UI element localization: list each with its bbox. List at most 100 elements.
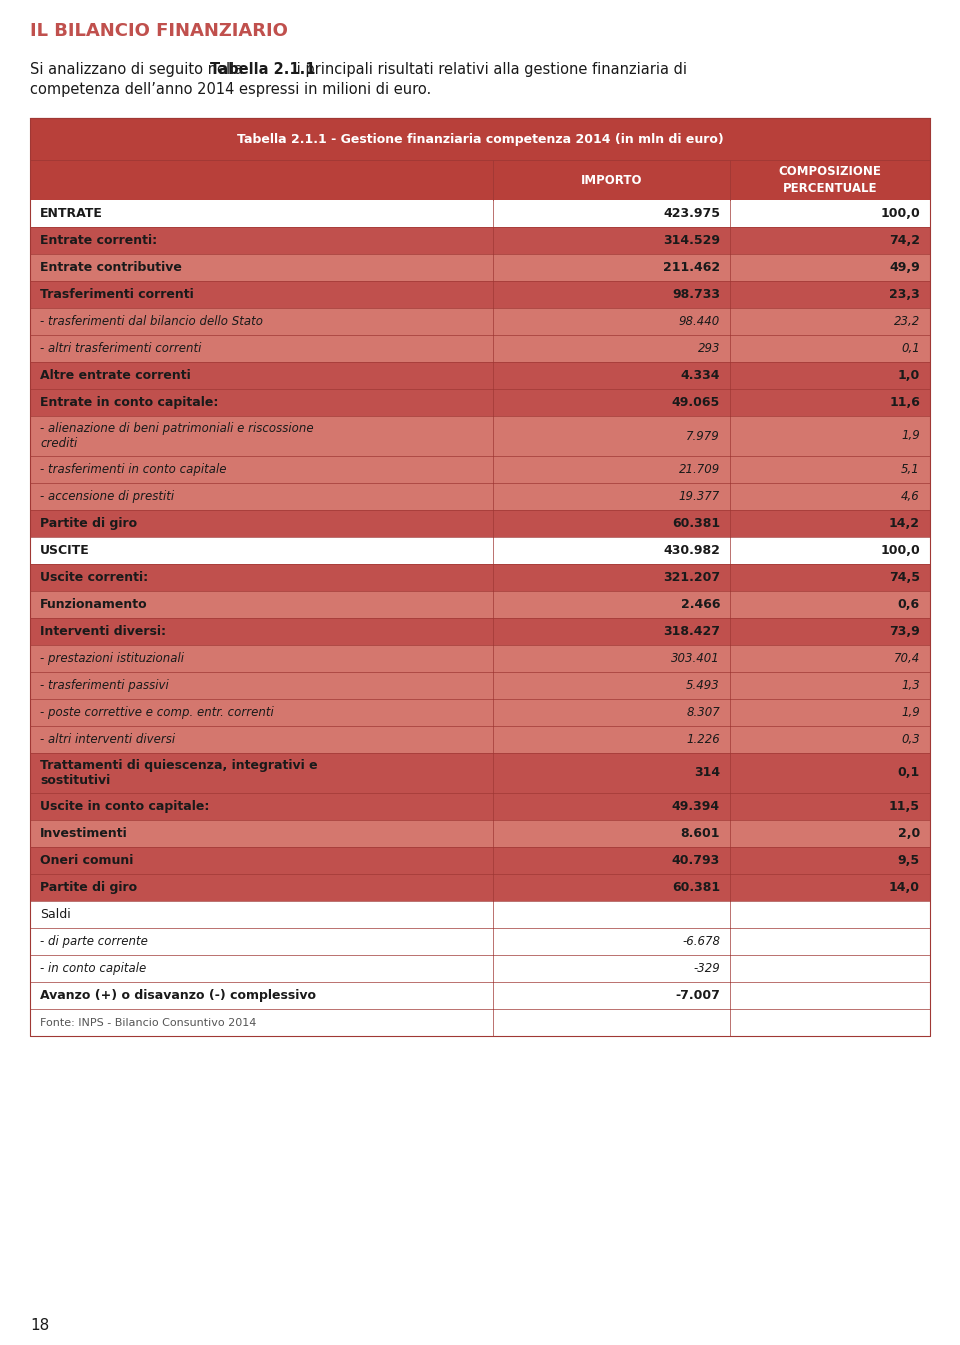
Text: 314: 314	[694, 767, 720, 780]
Text: COMPOSIZIONE
PERCENTUALE: COMPOSIZIONE PERCENTUALE	[779, 165, 881, 195]
Text: 1,0: 1,0	[898, 369, 920, 382]
Bar	[30, 564, 930, 590]
Text: 303.401: 303.401	[671, 652, 720, 664]
Text: -6.678: -6.678	[682, 935, 720, 948]
Text: 49.065: 49.065	[672, 395, 720, 409]
Text: 1,3: 1,3	[901, 679, 920, 691]
Text: 2.466: 2.466	[681, 599, 720, 611]
Text: -329: -329	[693, 962, 720, 975]
Text: IMPORTO: IMPORTO	[581, 174, 642, 187]
Bar	[30, 389, 930, 416]
Bar	[30, 726, 930, 753]
Bar	[30, 254, 930, 281]
Text: - trasferimenti dal bilancio dello Stato: - trasferimenti dal bilancio dello Stato	[40, 315, 263, 328]
Text: 5.493: 5.493	[686, 679, 720, 691]
Text: - accensione di prestiti: - accensione di prestiti	[40, 490, 174, 503]
Text: - prestazioni istituzionali: - prestazioni istituzionali	[40, 652, 184, 664]
Text: 293: 293	[698, 342, 720, 355]
Text: - di parte corrente: - di parte corrente	[40, 935, 148, 948]
Text: 23,2: 23,2	[894, 315, 920, 328]
Text: 318.427: 318.427	[663, 625, 720, 638]
Text: 18: 18	[30, 1318, 49, 1333]
Text: Entrate contributive: Entrate contributive	[40, 261, 181, 274]
Text: 0,6: 0,6	[898, 599, 920, 611]
Bar	[30, 510, 930, 537]
Text: Trasferimenti correnti: Trasferimenti correnti	[40, 288, 194, 301]
Text: 14,2: 14,2	[889, 516, 920, 530]
Text: 73,9: 73,9	[889, 625, 920, 638]
Bar	[30, 590, 930, 617]
Text: 0,3: 0,3	[901, 733, 920, 746]
Text: 11,5: 11,5	[889, 800, 920, 812]
Text: Saldi: Saldi	[40, 908, 71, 921]
Bar	[30, 537, 930, 564]
Text: 60.381: 60.381	[672, 516, 720, 530]
Text: 100,0: 100,0	[880, 207, 920, 221]
Text: - poste correttive e comp. entr. correnti: - poste correttive e comp. entr. corrent…	[40, 706, 274, 720]
Text: IL BILANCIO FINANZIARIO: IL BILANCIO FINANZIARIO	[30, 22, 288, 40]
Bar	[30, 160, 930, 200]
Bar	[30, 847, 930, 874]
Bar	[30, 308, 930, 335]
Text: 1,9: 1,9	[901, 429, 920, 443]
Bar	[30, 753, 930, 794]
Bar	[30, 672, 930, 699]
Text: 98.733: 98.733	[672, 288, 720, 301]
Bar	[30, 1009, 930, 1036]
Bar	[30, 955, 930, 982]
Text: - trasferimenti in conto capitale: - trasferimenti in conto capitale	[40, 463, 227, 476]
Text: 49.394: 49.394	[672, 800, 720, 812]
Text: 321.207: 321.207	[662, 572, 720, 584]
Text: 74,2: 74,2	[889, 234, 920, 247]
Bar	[30, 456, 930, 483]
Bar	[30, 281, 930, 308]
Text: 4,6: 4,6	[901, 490, 920, 503]
Bar	[30, 617, 930, 646]
Bar	[30, 416, 930, 456]
Text: 98.440: 98.440	[679, 315, 720, 328]
Text: 9,5: 9,5	[898, 854, 920, 868]
Text: 0,1: 0,1	[898, 767, 920, 780]
Text: Altre entrate correnti: Altre entrate correnti	[40, 369, 191, 382]
Text: 430.982: 430.982	[663, 543, 720, 557]
Bar	[30, 820, 930, 847]
Text: Trattamenti di quiescenza, integrativi e
sostitutivi: Trattamenti di quiescenza, integrativi e…	[40, 759, 318, 787]
Text: 7.979: 7.979	[686, 429, 720, 443]
Text: 100,0: 100,0	[880, 543, 920, 557]
Text: Investimenti: Investimenti	[40, 827, 128, 841]
Bar	[30, 982, 930, 1009]
Text: Uscite in conto capitale:: Uscite in conto capitale:	[40, 800, 209, 812]
Text: 8.601: 8.601	[681, 827, 720, 841]
Text: 23,3: 23,3	[889, 288, 920, 301]
Bar	[30, 901, 930, 928]
Text: Avanzo (+) o disavanzo (-) complessivo: Avanzo (+) o disavanzo (-) complessivo	[40, 989, 316, 1002]
Bar	[30, 118, 930, 160]
Text: i principali risultati relativi alla gestione finanziaria di: i principali risultati relativi alla ges…	[292, 62, 687, 77]
Bar	[30, 794, 930, 820]
Text: Oneri comuni: Oneri comuni	[40, 854, 133, 868]
Text: USCITE: USCITE	[40, 543, 89, 557]
Bar	[30, 335, 930, 362]
Text: ENTRATE: ENTRATE	[40, 207, 103, 221]
Text: Tabella 2.1.1 - Gestione finanziaria competenza 2014 (in mln di euro): Tabella 2.1.1 - Gestione finanziaria com…	[236, 133, 724, 145]
Text: - alienazione di beni patrimoniali e riscossione
crediti: - alienazione di beni patrimoniali e ris…	[40, 422, 314, 451]
Bar	[30, 200, 930, 227]
Bar	[30, 699, 930, 726]
Text: 2,0: 2,0	[898, 827, 920, 841]
Bar	[30, 362, 930, 389]
Text: Uscite correnti:: Uscite correnti:	[40, 572, 148, 584]
Text: Entrate correnti:: Entrate correnti:	[40, 234, 157, 247]
Text: 70,4: 70,4	[894, 652, 920, 664]
Text: Interventi diversi:: Interventi diversi:	[40, 625, 166, 638]
Text: Tabella 2.1.1: Tabella 2.1.1	[210, 62, 316, 77]
Text: - in conto capitale: - in conto capitale	[40, 962, 146, 975]
Text: 49,9: 49,9	[889, 261, 920, 274]
Text: 1.226: 1.226	[686, 733, 720, 746]
Bar	[30, 874, 930, 901]
Text: -7.007: -7.007	[675, 989, 720, 1002]
Bar	[30, 483, 930, 510]
Text: - altri interventi diversi: - altri interventi diversi	[40, 733, 175, 746]
Bar	[30, 928, 930, 955]
Text: Si analizzano di seguito nella: Si analizzano di seguito nella	[30, 62, 248, 77]
Text: 8.307: 8.307	[686, 706, 720, 720]
